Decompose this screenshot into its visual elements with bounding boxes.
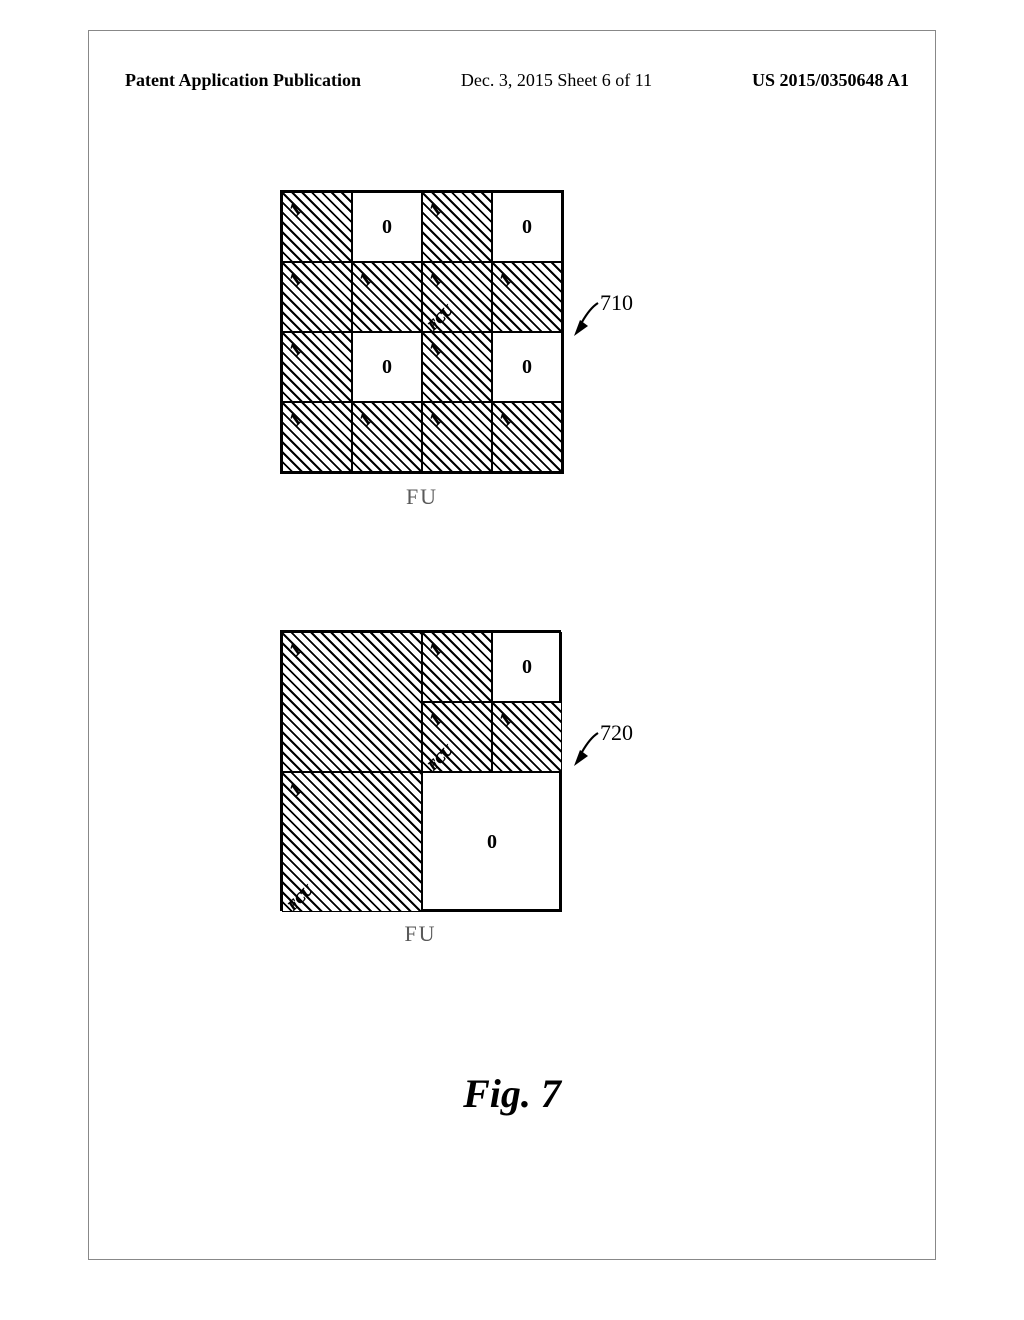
grid-710-cell: 0 xyxy=(492,192,562,262)
cell-label-1: 1 xyxy=(425,639,446,660)
cell-label-1: 1 xyxy=(495,269,516,290)
grid-710-cells: 1010111FCU110101111 xyxy=(280,190,564,474)
cell-label-1: 1 xyxy=(355,269,376,290)
grid-710-cell: 1 xyxy=(282,332,352,402)
header-center: Dec. 3, 2015 Sheet 6 of 11 xyxy=(461,70,652,91)
cell-label-1: 1 xyxy=(425,269,446,290)
cell-label-1: 1 xyxy=(425,199,446,220)
header-left: Patent Application Publication xyxy=(125,70,361,91)
grid-720-block: 0 xyxy=(422,772,562,912)
grid-710-cell: 0 xyxy=(352,332,422,402)
grid-710-cell: 0 xyxy=(492,332,562,402)
grid-710-cell: 1 xyxy=(352,262,422,332)
cell-label-1: 1 xyxy=(285,639,306,660)
grid-720-block: 1 xyxy=(492,702,562,772)
grid-710-cell: 1 xyxy=(282,192,352,262)
grid-720-block: 1 xyxy=(282,632,422,772)
header-right: US 2015/0350648 A1 xyxy=(752,70,909,91)
grid-720-block: 1 FCU xyxy=(282,772,422,912)
cell-label-fcu: FCU xyxy=(286,883,318,915)
grid-710-cell: 1 xyxy=(282,262,352,332)
cell-label-1: 1 xyxy=(425,709,446,730)
cell-label-fcu: FCU xyxy=(426,743,458,775)
cell-label-1: 1 xyxy=(355,409,376,430)
grid-710-cell: 1 xyxy=(492,402,562,472)
grid-710-cell: 1 xyxy=(492,262,562,332)
grid-710-cell: 1 xyxy=(282,402,352,472)
grid-710-cell: 1 xyxy=(352,402,422,472)
grid-710-cell: 0 xyxy=(352,192,422,262)
cell-label-1: 1 xyxy=(425,339,446,360)
grid-710-cell: 1 xyxy=(422,402,492,472)
cell-label-1: 1 xyxy=(285,339,306,360)
cell-label-1: 1 xyxy=(495,409,516,430)
cell-label-fcu: FCU xyxy=(426,303,458,335)
grid-720-cells: 1101FCU11FCU0 xyxy=(280,630,561,911)
grid-720-block: 1 xyxy=(422,632,492,702)
grid-710-cell: 1 FCU xyxy=(422,262,492,332)
grid-720: 1101FCU11FCU0 FU xyxy=(280,630,561,947)
figure-caption: Fig. 7 xyxy=(0,1070,1024,1117)
ref-720-label: 720 xyxy=(600,720,633,746)
grid-720-block: 1 FCU xyxy=(422,702,492,772)
grid-720-caption: FU xyxy=(280,921,561,947)
ref-710-label: 710 xyxy=(600,290,633,316)
cell-label-1: 1 xyxy=(495,709,516,730)
cell-label-1: 1 xyxy=(425,409,446,430)
cell-label-1: 1 xyxy=(285,269,306,290)
grid-710-caption: FU xyxy=(280,484,564,510)
grid-720-block: 0 xyxy=(492,632,562,702)
cell-label-1: 1 xyxy=(285,779,306,800)
cell-label-1: 1 xyxy=(285,409,306,430)
grid-710-cell: 1 xyxy=(422,192,492,262)
page-header: Patent Application Publication Dec. 3, 2… xyxy=(0,70,1024,91)
grid-710: 1010111FCU110101111 FU xyxy=(280,190,564,510)
cell-label-1: 1 xyxy=(285,199,306,220)
grid-710-cell: 1 xyxy=(422,332,492,402)
